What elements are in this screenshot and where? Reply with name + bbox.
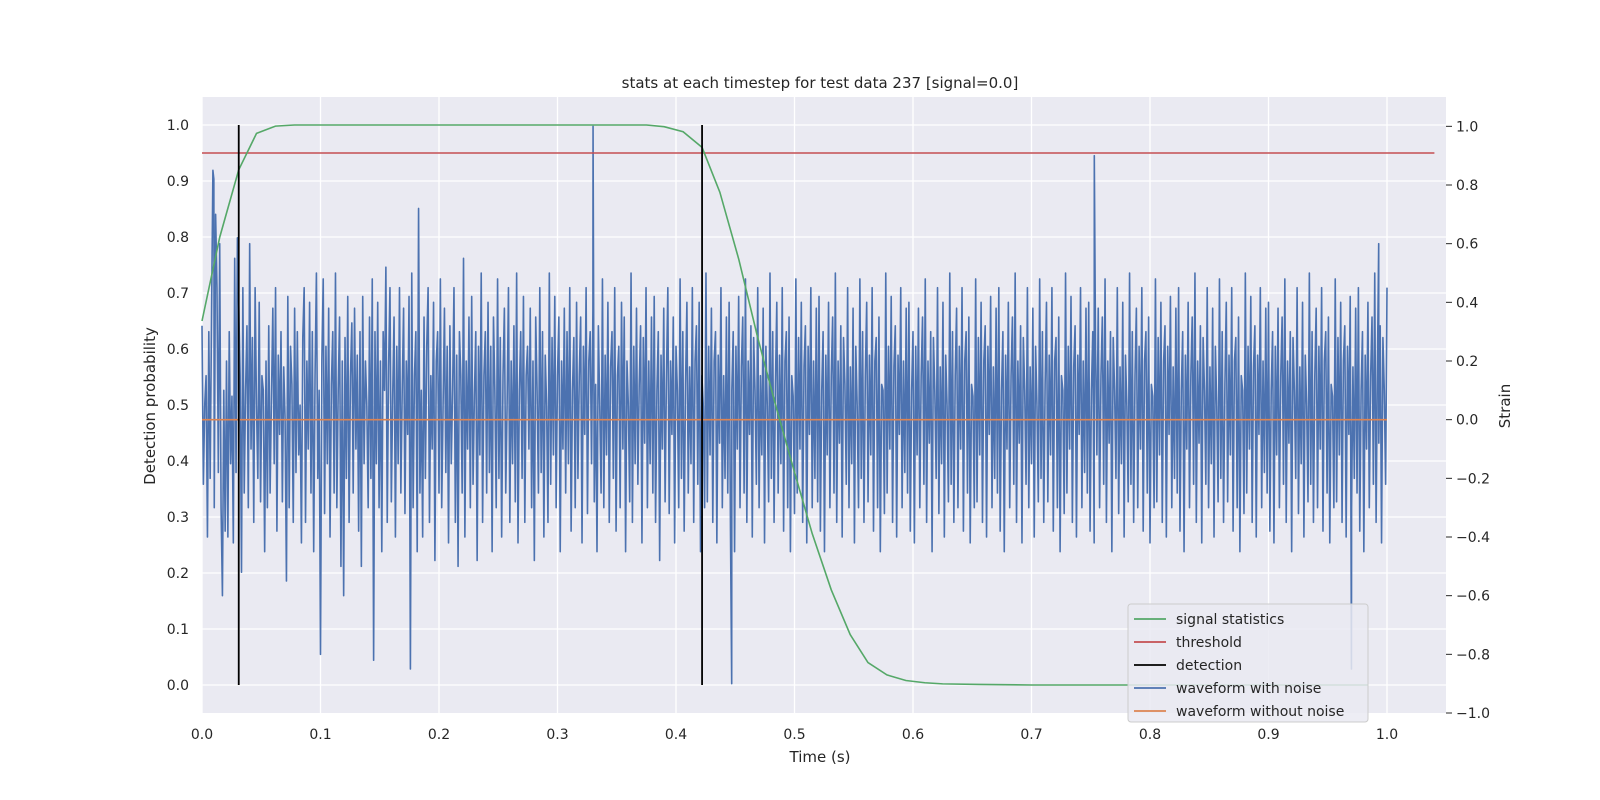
x-tick-label: 0.9 xyxy=(1257,727,1279,743)
y-left-tick-labels: 0.0 0.1 0.2 0.3 0.4 0.5 0.6 0.7 0.8 0.9 1.0 xyxy=(167,118,189,694)
signal-statistics-line xyxy=(201,124,1369,686)
y-left-tick-label: 0.6 xyxy=(167,342,189,358)
y-left-tick-label: 0.3 xyxy=(167,510,189,526)
y-right-tick-label: 1.0 xyxy=(1456,119,1478,135)
x-tick-label: 0.0 xyxy=(191,727,213,743)
y-left-tick-label: 1.0 xyxy=(167,118,189,134)
chart-title: stats at each timestep for test data 237… xyxy=(622,74,1019,92)
x-tick-label: 0.1 xyxy=(309,727,331,743)
x-tick-label: 0.7 xyxy=(1020,727,1042,743)
y-right-tick-label: 0.8 xyxy=(1456,178,1478,194)
x-tick-label: 0.3 xyxy=(546,727,568,743)
y-right-axis-title: Strain xyxy=(1496,384,1514,428)
y-right-tick-label: 0.2 xyxy=(1456,354,1478,370)
y-left-tick-label: 0.4 xyxy=(167,454,189,470)
waveform-with-noise-line xyxy=(201,125,1388,685)
y-right-tick-label: −0.8 xyxy=(1456,647,1490,663)
y-left-tick-label: 0.9 xyxy=(167,174,189,190)
x-tick-labels: 0.0 0.1 0.2 0.3 0.4 0.5 0.6 0.7 0.8 0.9 1.0 xyxy=(191,727,1398,743)
legend-label: signal statistics xyxy=(1176,612,1284,628)
y-left-tick-label: 0.1 xyxy=(167,622,189,638)
series-layer xyxy=(201,124,1435,686)
x-tick-label: 0.6 xyxy=(902,727,924,743)
legend-label: waveform with noise xyxy=(1176,681,1321,697)
y-right-tick-label: 0.4 xyxy=(1456,295,1478,311)
legend-label: detection xyxy=(1176,658,1242,674)
y-left-tick-label: 0.7 xyxy=(167,286,189,302)
y-right-tick-label: −1.0 xyxy=(1456,706,1490,722)
y-left-tick-label: 0.0 xyxy=(167,678,189,694)
y-right-tick-label: 0.6 xyxy=(1456,237,1478,253)
x-tick-label: 1.0 xyxy=(1376,727,1398,743)
x-tick-label: 0.4 xyxy=(665,727,687,743)
y-right-tick-label: −0.4 xyxy=(1456,530,1490,546)
y-right-tick-label: −0.6 xyxy=(1456,589,1490,605)
x-axis-title: Time (s) xyxy=(789,748,851,766)
legend: signal statistics threshold detection wavef… xyxy=(1127,603,1369,723)
x-tick-label: 0.5 xyxy=(783,727,805,743)
legend-label: waveform without noise xyxy=(1176,704,1344,720)
y-left-axis-title: Detection probability xyxy=(141,327,159,485)
x-tick-label: 0.2 xyxy=(428,727,450,743)
legend-label: threshold xyxy=(1176,635,1242,651)
y-left-tick-label: 0.2 xyxy=(167,566,189,582)
y-left-tick-label: 0.5 xyxy=(167,398,189,414)
y-right-tick-label: 0.0 xyxy=(1456,413,1478,429)
legend-box xyxy=(1127,603,1369,723)
y-left-tick-label: 0.8 xyxy=(167,230,189,246)
x-tick-label: 0.8 xyxy=(1139,727,1161,743)
y-right-tick-labels: −1.0 −0.8 −0.6 −0.4 −0.2 0.0 0.2 0.4 0.6 0.8 1.0 xyxy=(1446,119,1490,722)
y-right-tick-label: −0.2 xyxy=(1456,471,1490,487)
